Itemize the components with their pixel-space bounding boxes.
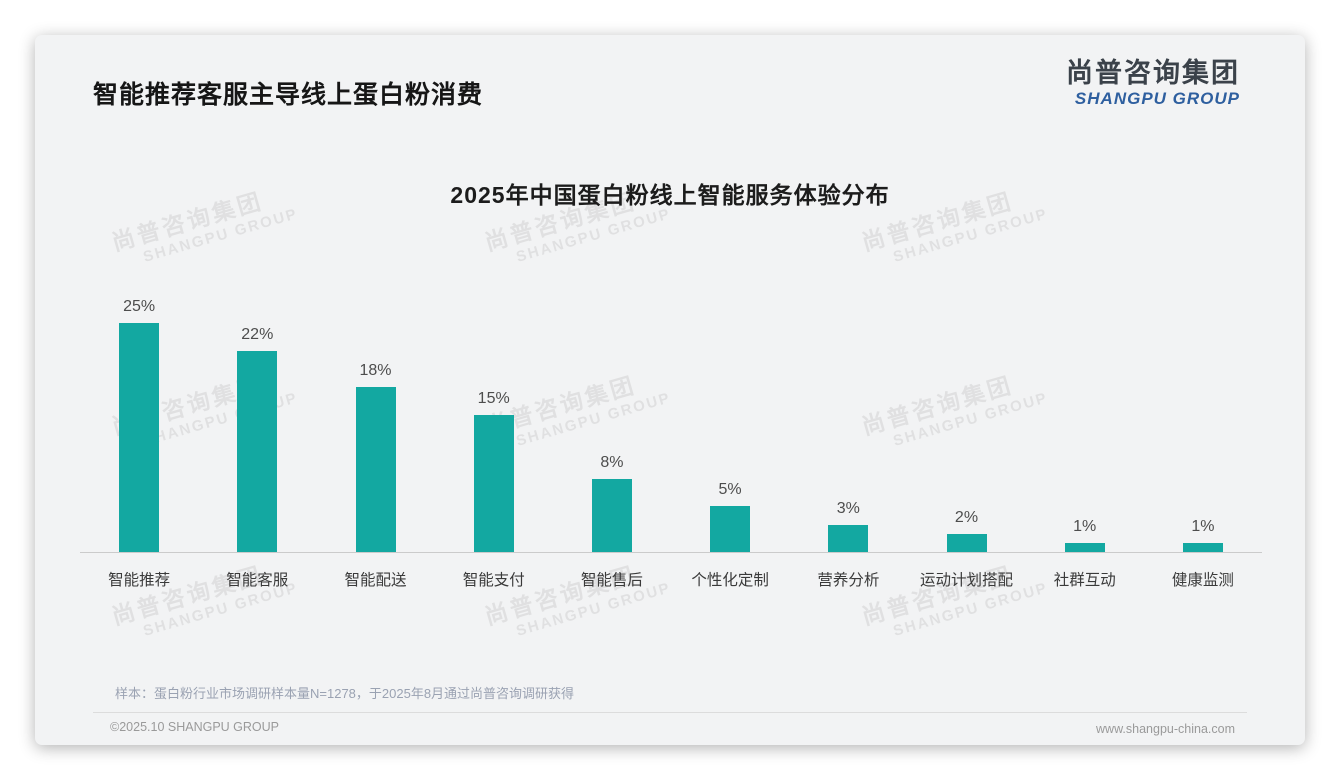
watermark: 尚普咨询集团 SHANGPU GROUP (107, 541, 323, 647)
bar-0 (119, 323, 160, 552)
bar-7 (946, 533, 987, 552)
category-label: 运动计划搭配 (920, 572, 1014, 589)
watermark: 尚普咨询集团 SHANGPU GROUP (480, 541, 696, 647)
category-label: 智能推荐 (108, 572, 171, 589)
bar-value-label: 15% (477, 389, 510, 407)
bar-1 (237, 350, 278, 552)
bar-value-label: 5% (718, 481, 742, 499)
copyright-text: ©2025.10 SHANGPU GROUP (110, 720, 279, 734)
x-axis-line (80, 552, 1262, 553)
logo-text-en: SHANGPU GROUP (1074, 88, 1240, 108)
watermark: 尚普咨询集团 SHANGPU GROUP (857, 541, 1073, 647)
category-label: 智能配送 (344, 572, 407, 589)
bar-value-label: 8% (600, 453, 624, 471)
report-slide: 尚普咨询集团 SHANGPU GROUP 尚普咨询集团 SHANGPU GROUP 尚普… (35, 35, 1305, 745)
category-label: 个性化定制 (691, 572, 769, 589)
category-label: 智能售后 (580, 572, 643, 589)
category-label: 社群互动 (1053, 572, 1116, 589)
website-text: www.shangpu-china.com (1096, 722, 1235, 736)
bar-3 (473, 414, 514, 552)
sample-note: 样本：蛋白粉行业市场调研样本量N=1278，于2025年8月通过尚普咨询调研获得 (115, 686, 575, 701)
bar-2 (355, 387, 396, 552)
category-label: 智能支付 (462, 572, 525, 589)
bar-6 (828, 524, 869, 552)
bar-4 (591, 478, 632, 552)
category-axis: 智能推荐 智能客服 智能配送 智能支付 智能售后 个性化定制 营养分析 运动计划搭配 社群互动 健… (80, 568, 1262, 590)
footer-divider (93, 712, 1247, 713)
bar-value-label: 25% (123, 298, 156, 316)
bar-value-label: 18% (359, 362, 392, 380)
logo-text-cn: 尚普咨询集团 (1066, 58, 1240, 88)
bar-5 (710, 506, 751, 552)
category-label: 健康监测 (1171, 572, 1234, 589)
plot-area: 25% 22% 18% 15% 8% 5% 3% 2% 1% 1% (80, 35, 1262, 552)
company-logo: 尚普咨询集团 SHANGPU GROUP (1066, 58, 1240, 108)
bar-9 (1182, 542, 1223, 552)
bar-value-label: 3% (836, 499, 860, 517)
bar-value-label: 1% (1073, 517, 1097, 535)
bar-value-label: 1% (1191, 517, 1215, 535)
bar-value-label: 2% (954, 508, 979, 526)
bar-value-label: 22% (241, 325, 274, 343)
page-title: 智能推荐客服主导线上蛋白粉消费 (93, 81, 484, 109)
chart-title: 2025年中国蛋白粉线上智能服务体验分布 (450, 182, 890, 208)
category-label: 智能客服 (226, 572, 289, 589)
bar-8 (1064, 542, 1105, 552)
category-label: 营养分析 (817, 572, 880, 589)
